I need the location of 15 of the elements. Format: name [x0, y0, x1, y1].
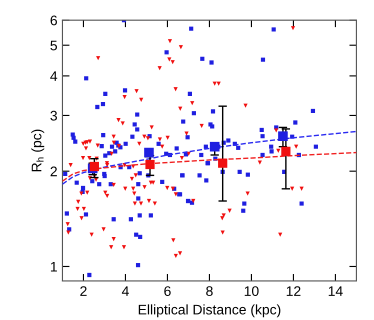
y-tick-label: 2 [50, 166, 57, 176]
x-tick-label: 2 [80, 286, 87, 296]
y-axis-title: R$_{h}$ (pc) [31, 130, 44, 172]
x-tick-label: 4 [122, 286, 129, 296]
x-tick-label: 14 [328, 286, 343, 296]
y-tick-label: 5 [50, 40, 58, 50]
x-tick-label: 12 [286, 286, 300, 296]
x-tick-label: 6 [164, 286, 171, 296]
x-tick-label: 10 [244, 286, 259, 296]
y-tick-label: 6 [50, 15, 57, 26]
x-tick-label: 8 [206, 286, 213, 296]
y-tick-label: 4 [50, 71, 58, 81]
y-tick-label: 3 [50, 110, 57, 121]
x-axis-title: Elliptical Distance (kpc) [138, 304, 280, 318]
y-tick-label: 1 [50, 262, 57, 272]
